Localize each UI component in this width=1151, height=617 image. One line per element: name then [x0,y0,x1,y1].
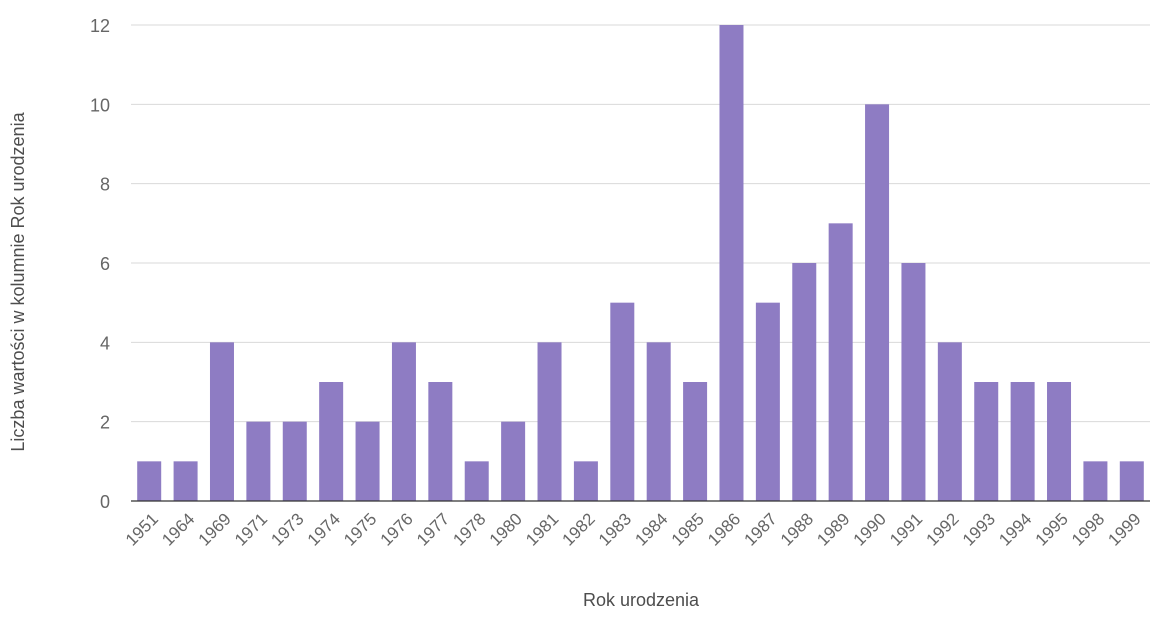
x-tick-label: 1974 [304,509,344,549]
bar-1977 [428,382,453,501]
bar-1984 [646,342,671,501]
x-tick-label: 1980 [486,509,526,549]
bar-1989 [828,223,853,502]
bar-1990 [865,104,890,501]
bar-1995 [1047,382,1072,501]
x-tick-label: 1982 [559,509,599,549]
bar-1975 [355,421,380,501]
bar-1993 [974,382,999,501]
bar-1974 [319,382,344,501]
x-tick-label: 1994 [995,509,1035,549]
bar-1994 [1010,382,1035,501]
bar-1951 [137,461,162,501]
x-axis-title: Rok urodzenia [583,590,700,610]
y-tick-label: 6 [100,254,110,274]
bar-1973 [282,421,307,501]
grid-layer [131,24,1150,423]
bar-1987 [755,302,780,501]
y-tick-label: 8 [100,175,110,195]
bar-1985 [683,382,708,501]
x-tick-label: 1992 [922,509,962,549]
x-tick-label: 1964 [158,509,198,549]
y-tick-label: 10 [90,95,110,115]
x-tick-label: 1983 [595,509,635,549]
bar-1988 [792,263,817,501]
x-tick-label: 1986 [704,509,744,549]
bar-1991 [901,263,926,501]
x-tick-label: 1981 [522,509,562,549]
x-tick-label: 1995 [1032,509,1072,549]
x-tick-label: 1951 [122,509,162,549]
bar-1964 [173,461,198,501]
x-tick-label: 1985 [668,509,708,549]
x-tick-label: 1999 [1104,509,1144,549]
y-tick-label: 0 [100,492,110,512]
bar-1980 [501,421,526,501]
x-tick-label: 1969 [195,509,235,549]
x-tick-label: 1975 [340,509,380,549]
x-tick-label: 1991 [886,509,926,549]
y-axis-ticks: 0 2 4 6 8 10 12 [90,16,110,512]
bar-1986 [719,25,744,501]
x-tick-label: 1973 [267,509,307,549]
y-tick-label: 2 [100,413,110,433]
x-axis-ticks: 1951196419691971197319741975197619771978… [122,509,1145,549]
x-tick-label: 1988 [777,509,817,549]
bar-1976 [391,342,416,501]
bar-1992 [937,342,962,501]
bars-layer [131,25,1150,502]
x-tick-label: 1977 [413,509,453,549]
bar-1978 [464,461,489,501]
x-tick-label: 1993 [959,509,999,549]
bar-1969 [209,342,234,501]
x-tick-label: 1998 [1068,509,1108,549]
y-tick-label: 4 [100,333,110,353]
y-tick-label: 12 [90,16,110,36]
x-tick-label: 1984 [631,509,671,549]
x-tick-label: 1976 [377,509,417,549]
x-tick-label: 1989 [813,509,853,549]
bar-1971 [246,421,271,501]
y-axis-title: Liczba wartości w kolumnie Rok urodzenia [8,111,28,451]
x-tick-label: 1987 [741,509,781,549]
bar-1981 [537,342,562,501]
bar-1999 [1119,461,1144,501]
x-tick-label: 1971 [231,509,271,549]
bar-1998 [1083,461,1108,501]
x-tick-label: 1978 [449,509,489,549]
bar-1983 [610,302,635,501]
bar-1982 [573,461,598,501]
x-tick-label: 1990 [850,509,890,549]
